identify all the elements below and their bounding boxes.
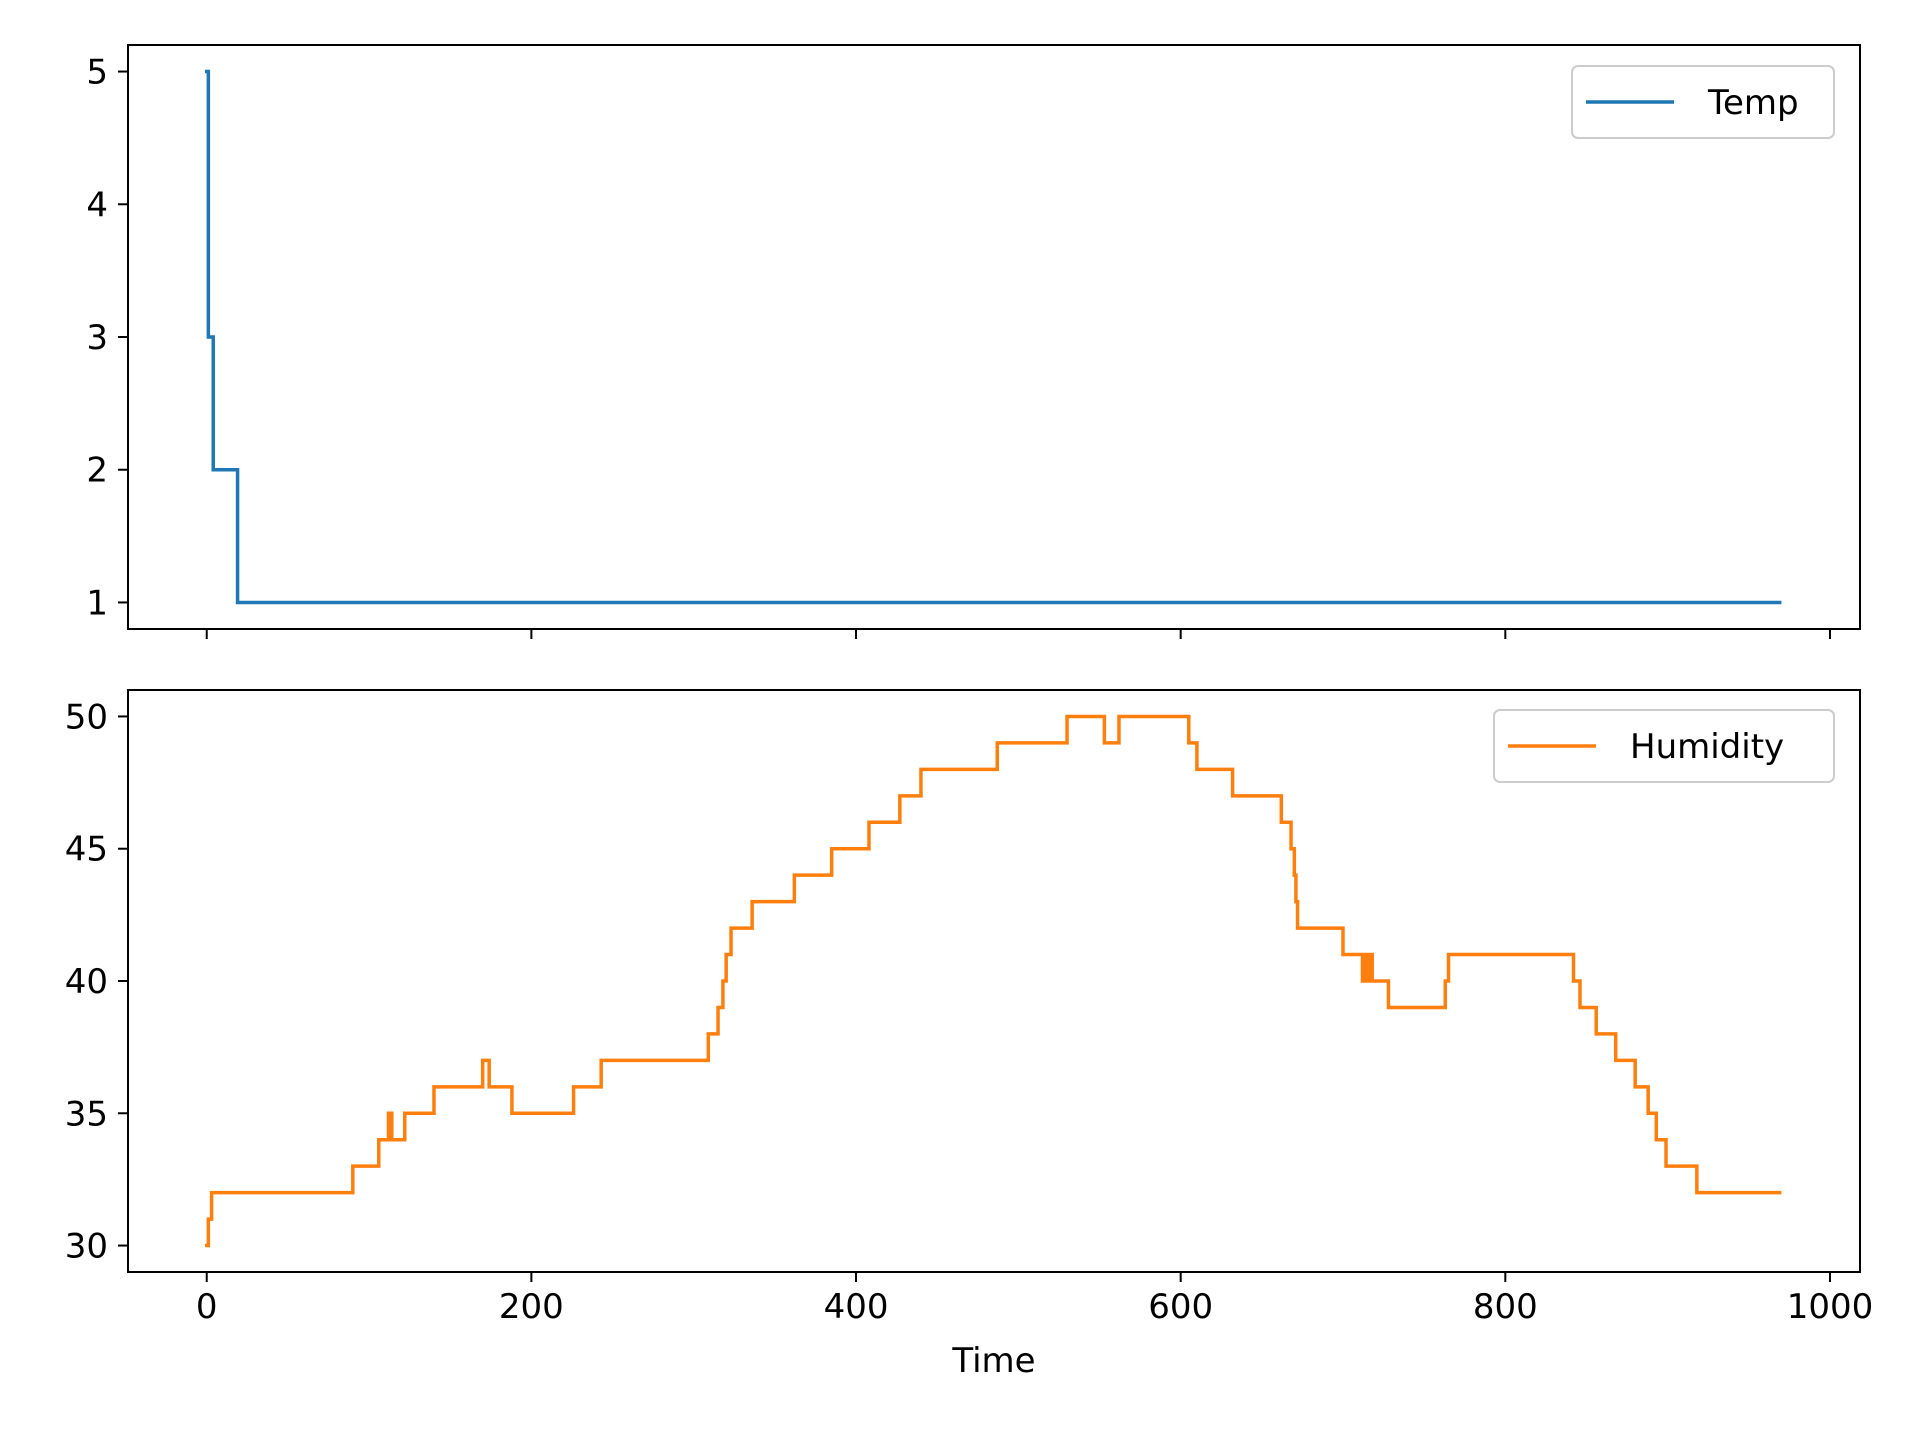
y-tick-label: 2 (86, 451, 108, 491)
series-line-temp (204, 69, 1782, 605)
x-tick-label: 0 (196, 1287, 218, 1327)
y-tick-label: 45 (65, 830, 108, 870)
y-tick-label: 3 (86, 318, 108, 358)
y-tick-label: 4 (86, 185, 108, 225)
x-axis-label: Time (951, 1341, 1035, 1381)
x-tick-label: 1000 (1787, 1287, 1874, 1327)
y-tick-label: 30 (65, 1227, 108, 1267)
legend-label-temp: Temp (1707, 83, 1799, 123)
x-tick-label: 800 (1473, 1287, 1538, 1327)
legend-box (1493, 709, 1835, 783)
x-tick-label: 200 (499, 1287, 564, 1327)
x-tick-label: 600 (1148, 1287, 1213, 1327)
y-tick-label: 1 (86, 583, 108, 623)
legend-box (1571, 65, 1835, 139)
y-tick-label: 50 (65, 697, 108, 737)
y-tick-label: 5 (86, 53, 108, 93)
y-tick-label: 35 (65, 1094, 108, 1134)
x-tick-label: 400 (824, 1287, 889, 1327)
temp-panel: 1 2 3 4 5 Temp (86, 44, 1861, 639)
legend-label-humidity: Humidity (1630, 727, 1784, 767)
y-tick-label: 40 (65, 962, 108, 1002)
series-line-humidity (204, 714, 1782, 1248)
humidity-panel: 0 200 400 600 800 1000 30 35 40 45 50 Time Humidity (65, 689, 1874, 1381)
